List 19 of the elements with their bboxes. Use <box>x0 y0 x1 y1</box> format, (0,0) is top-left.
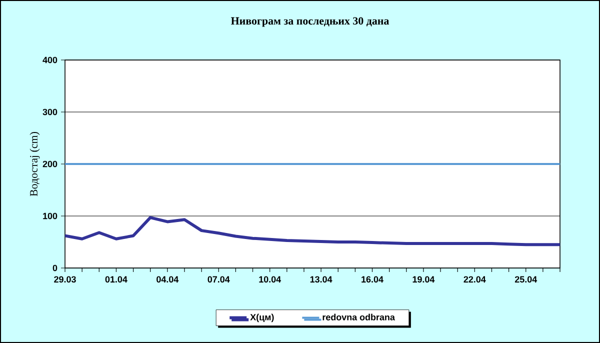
y-tick-label: 200 <box>42 160 58 168</box>
chart-title: Нивограм за последњих 30 дана <box>230 17 390 27</box>
x-tick-label: 25.04 <box>514 276 538 283</box>
x-tick-label: 22.04 <box>464 276 486 283</box>
x-tick-label: 29.03 <box>54 276 76 283</box>
x-tick-label: 19.04 <box>412 276 435 283</box>
x-tick-label: 01.04 <box>105 276 128 283</box>
y-tick-label: 400 <box>42 56 58 64</box>
x-tick-label: 16.04 <box>362 276 384 283</box>
y-tick-label: 300 <box>42 108 58 116</box>
x-tick-label: 04.04 <box>156 276 179 283</box>
y-axis-title: Водостај (cm) <box>30 132 40 196</box>
legend-label: X(цм) <box>250 314 274 322</box>
y-tick-label: 0 <box>52 264 58 272</box>
y-tick-label: 100 <box>43 212 58 220</box>
x-tick-label: 13.04 <box>310 276 332 283</box>
x-tick-label: 10.04 <box>259 276 281 283</box>
legend-label: redovna odbrana <box>322 314 395 320</box>
x-tick-label: 07.04 <box>208 276 230 283</box>
